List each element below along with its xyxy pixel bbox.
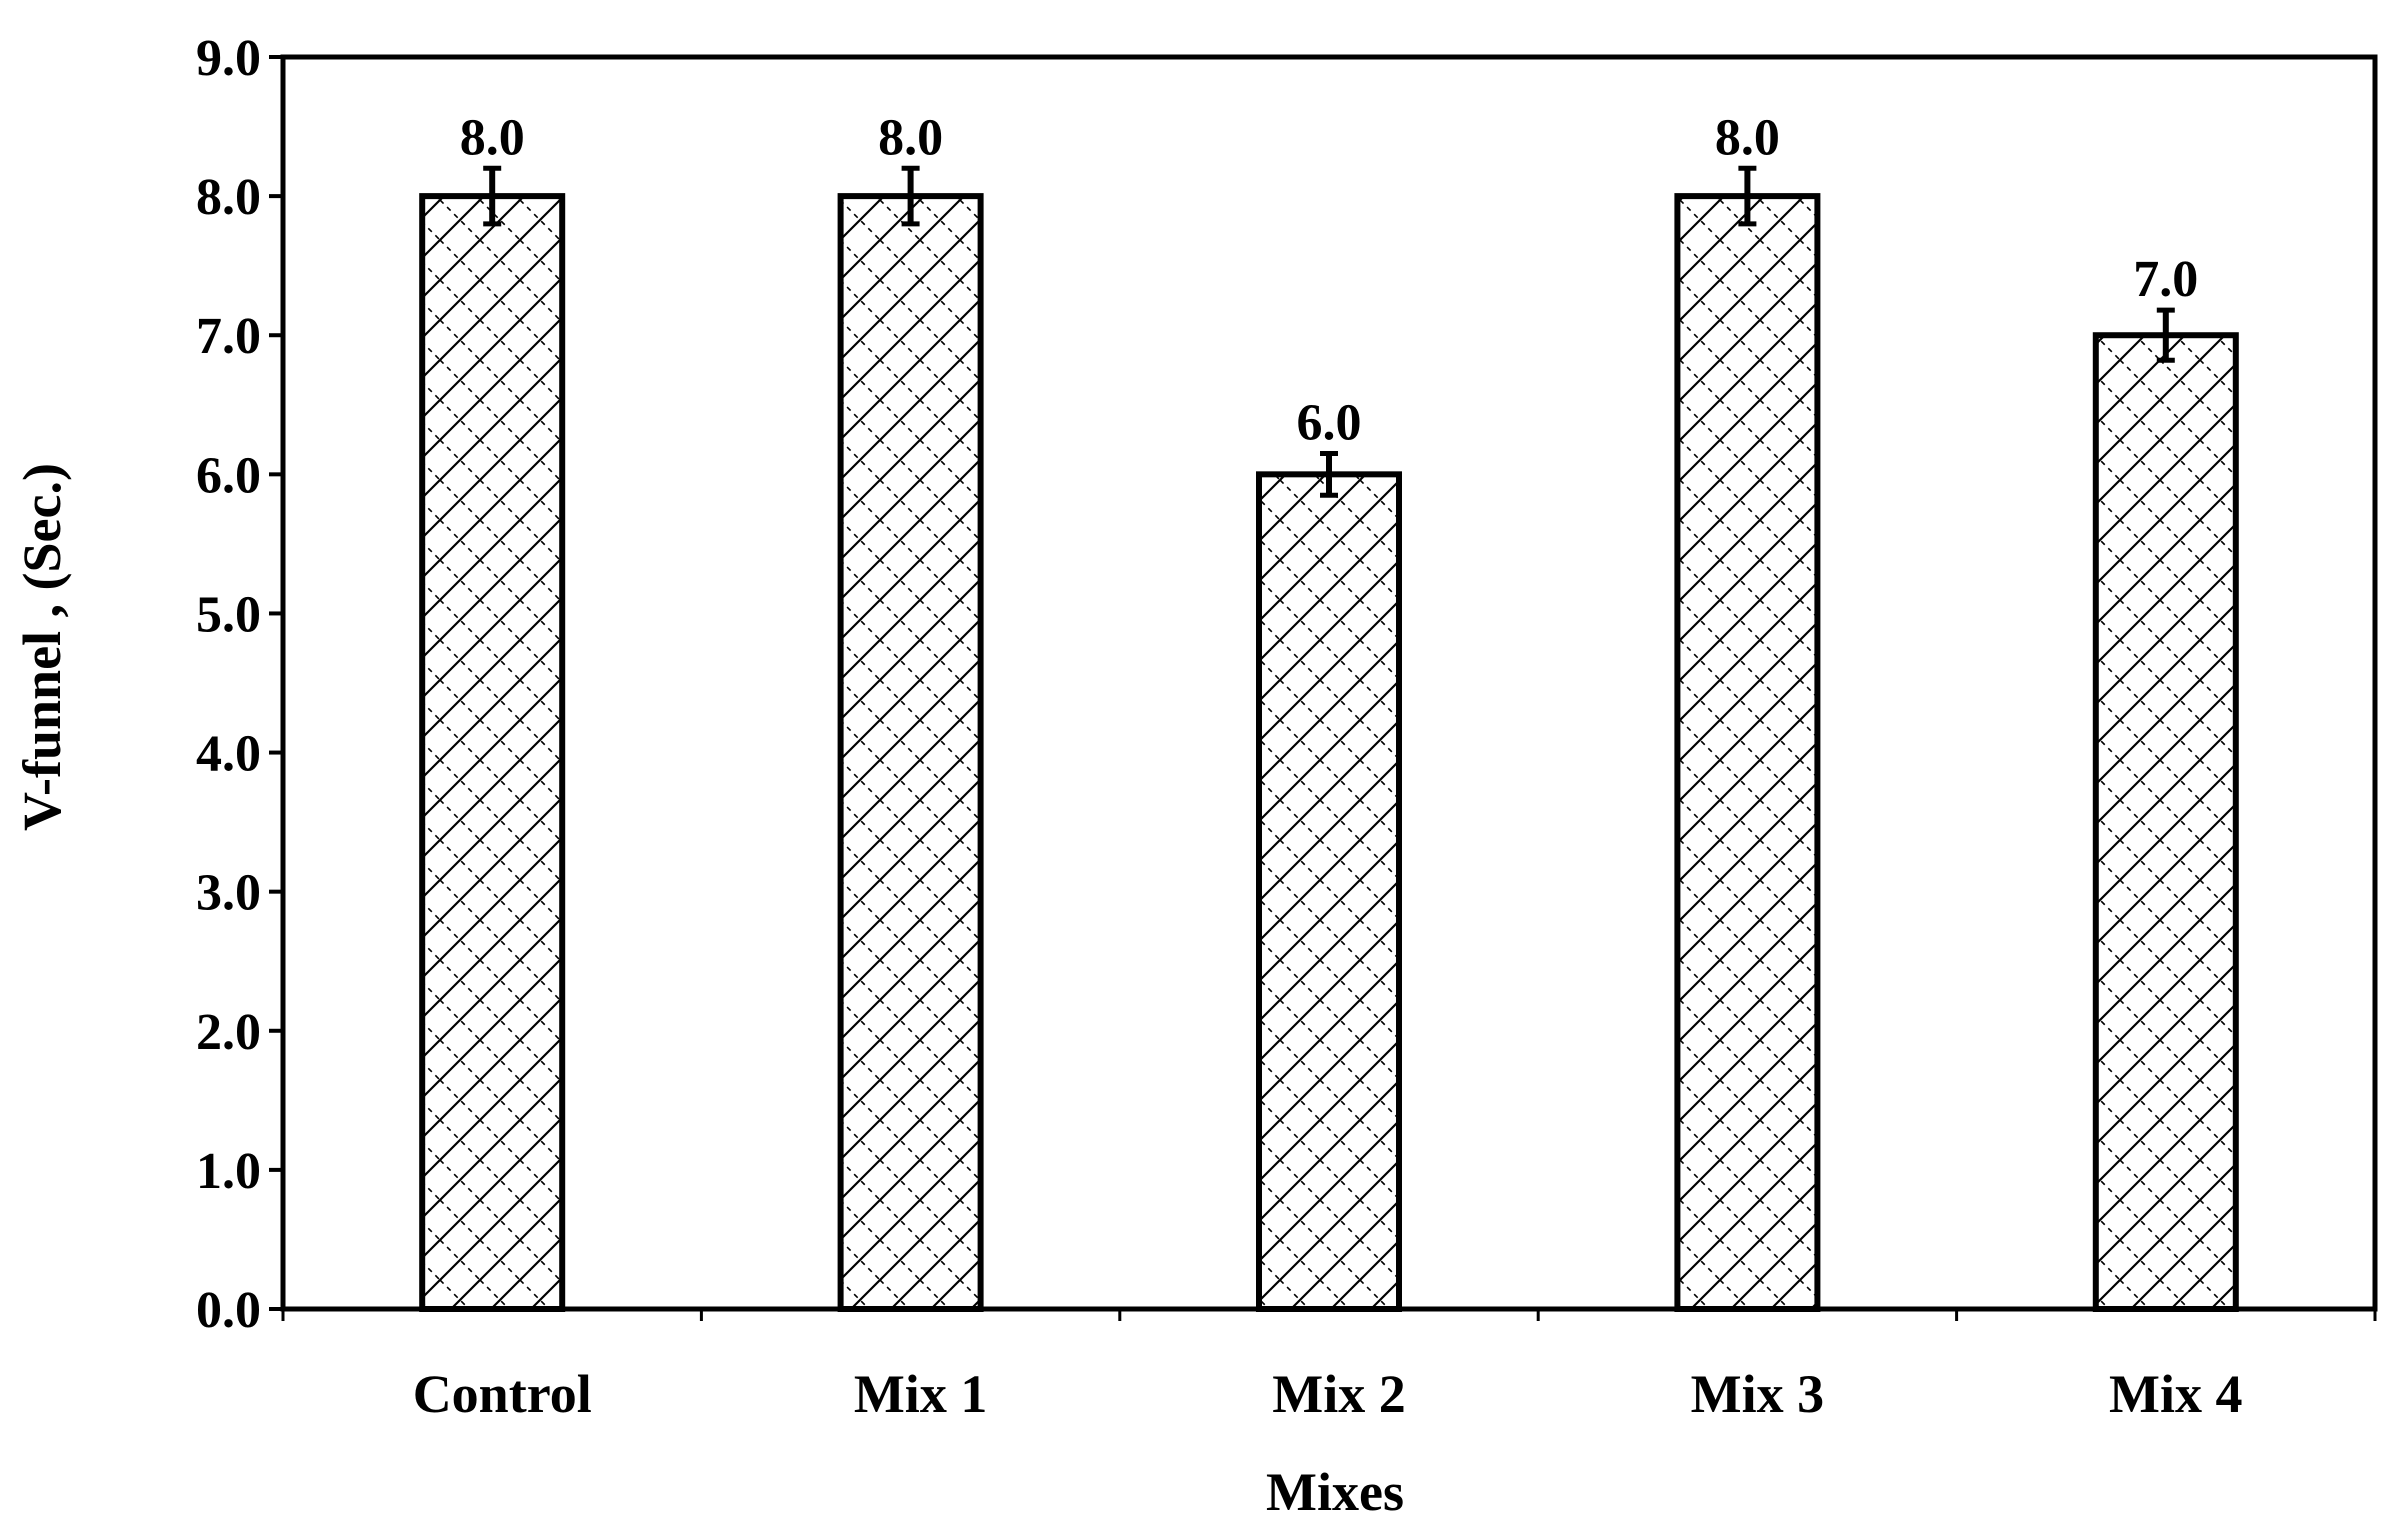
y-tick-label: 3.0 — [196, 865, 261, 922]
y-axis-title: V-funnel , (Sec.) — [12, 463, 72, 831]
bar — [419, 193, 566, 1313]
y-tick-label: 9.0 — [196, 30, 261, 87]
y-tick-label: 2.0 — [196, 1004, 261, 1061]
y-tick-label: 7.0 — [196, 308, 261, 365]
y-tick-label: 6.0 — [196, 447, 261, 504]
y-tick-label: 0.0 — [196, 1282, 261, 1339]
category-label: Mix 1 — [854, 1364, 987, 1424]
x-axis-title: Mixes — [1266, 1462, 1404, 1522]
bar — [1674, 193, 1821, 1313]
data-label: 8.0 — [878, 109, 943, 166]
bar — [2092, 332, 2239, 1312]
y-tick-label: 5.0 — [196, 586, 261, 643]
data-label: 6.0 — [1297, 394, 1362, 451]
category-label: Control — [413, 1364, 592, 1424]
category-label: Mix 2 — [1272, 1364, 1405, 1424]
y-tick-label: 4.0 — [196, 726, 261, 783]
data-label: 8.0 — [1715, 109, 1780, 166]
y-tick-label: 8.0 — [196, 169, 261, 226]
data-label: 7.0 — [2133, 251, 2198, 308]
data-label: 8.0 — [460, 109, 525, 166]
bar — [837, 193, 984, 1313]
bar — [1256, 471, 1402, 1313]
category-label: Mix 3 — [1691, 1364, 1824, 1424]
y-tick-label: 1.0 — [196, 1143, 261, 1200]
category-label: Mix 4 — [2109, 1364, 2242, 1424]
